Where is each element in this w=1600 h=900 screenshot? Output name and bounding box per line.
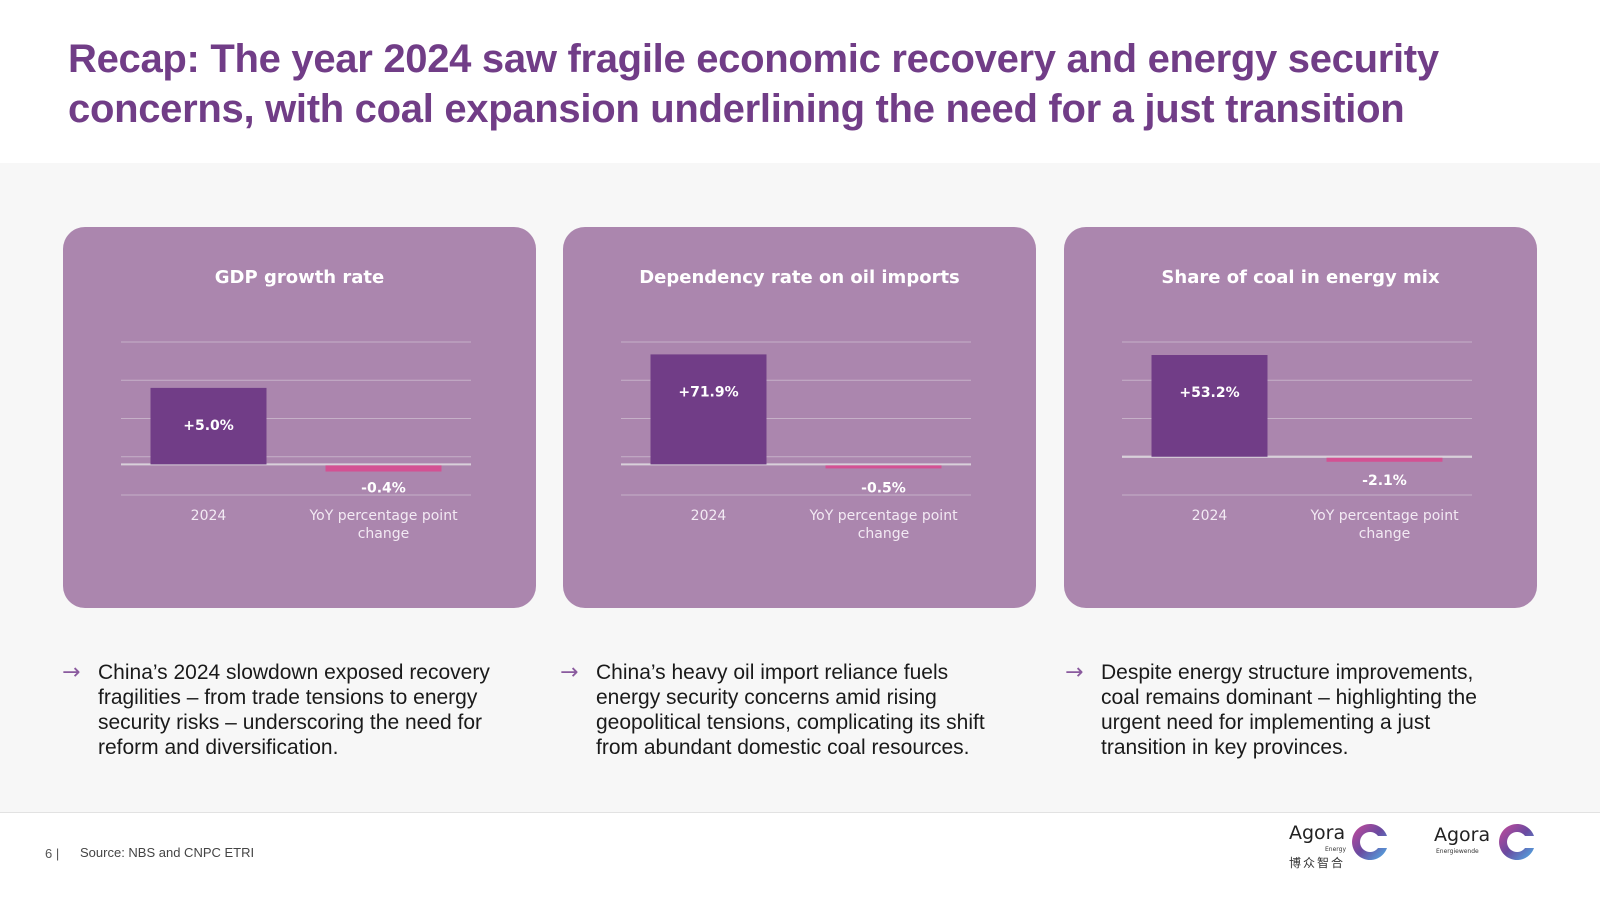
chart-card-oil: Dependency rate on oil imports +71.9% 202… (563, 227, 1036, 608)
category-label: change (858, 526, 910, 542)
bullet-gdp: → China’s 2024 slowdown exposed recovery… (62, 660, 502, 760)
source-note: Source: NBS and CNPC ETRI (80, 845, 255, 860)
bar-negative (1326, 457, 1443, 462)
bullet-coal: → Despite energy structure improvements,… (1065, 660, 1505, 760)
logo-wordmark: Agora (1289, 822, 1346, 844)
category-label: 2024 (191, 508, 227, 524)
logo-subtitle: Energy (1325, 846, 1347, 853)
title-area: Recap: The year 2024 saw fragile economi… (0, 0, 1600, 163)
logo-chinese: 博众智合 (1289, 856, 1346, 870)
arrow-right-icon: → (62, 660, 81, 685)
category-label: change (358, 526, 410, 542)
bar-positive (150, 387, 267, 465)
data-label: +5.0% (183, 418, 234, 434)
category-label: 2024 (691, 508, 727, 524)
chart-card-coal: Share of coal in energy mix +53.2% 2024 -2… (1064, 227, 1537, 608)
bar-positive (650, 354, 767, 465)
data-label: -0.4% (361, 480, 406, 496)
chart-card-gdp: GDP growth rate +5.0% 2024 -0.4% YoY percen… (63, 227, 536, 608)
page-number: 6 | (45, 846, 60, 861)
chart-title: Share of coal in energy mix (1161, 267, 1440, 288)
slide-title: Recap: The year 2024 saw fragile economi… (68, 37, 1439, 131)
agora-ring-icon (1499, 824, 1534, 860)
category-label: change (1359, 526, 1411, 542)
bullet-text: China’s 2024 slowdown exposed recovery f… (98, 661, 490, 759)
agora-energiewende-logo: Agora Energiewende (1432, 824, 1542, 882)
chart-oil: +71.9% 2024 -0.5% YoY percentage point chang… (621, 341, 971, 542)
chart-title: Dependency rate on oil imports (639, 267, 960, 288)
data-label: +53.2% (1179, 385, 1239, 401)
logo-subtitle: Energiewende (1436, 848, 1479, 855)
bullet-text: China’s heavy oil import reliance fuels … (596, 661, 985, 759)
chart-gdp: +5.0% 2024 -0.4% YoY percentage point change (121, 341, 471, 542)
chart-coal: +53.2% 2024 -2.1% YoY percentage point chang… (1122, 341, 1472, 542)
agora-energy-logo: Agora Energy 博众智合 (1285, 822, 1395, 882)
arrow-right-icon: → (1065, 660, 1084, 685)
category-label: YoY percentage point (308, 508, 458, 524)
data-label: -2.1% (1362, 473, 1407, 489)
category-label: 2024 (1192, 508, 1228, 524)
agora-ring-icon (1352, 824, 1387, 860)
category-label: YoY percentage point (1309, 508, 1459, 524)
bar-negative (825, 465, 942, 469)
bullet-text: Despite energy structure improvements, c… (1101, 661, 1477, 759)
data-label: -0.5% (861, 480, 906, 496)
bullet-oil: → China’s heavy oil import reliance fuel… (560, 660, 1000, 760)
chart-title: GDP growth rate (214, 267, 385, 288)
arrow-right-icon: → (560, 660, 579, 685)
category-label: YoY percentage point (808, 508, 958, 524)
logo-wordmark: Agora (1434, 824, 1491, 846)
bar-negative (325, 465, 442, 472)
bar-positive (1151, 355, 1268, 457)
data-label: +71.9% (678, 384, 738, 400)
